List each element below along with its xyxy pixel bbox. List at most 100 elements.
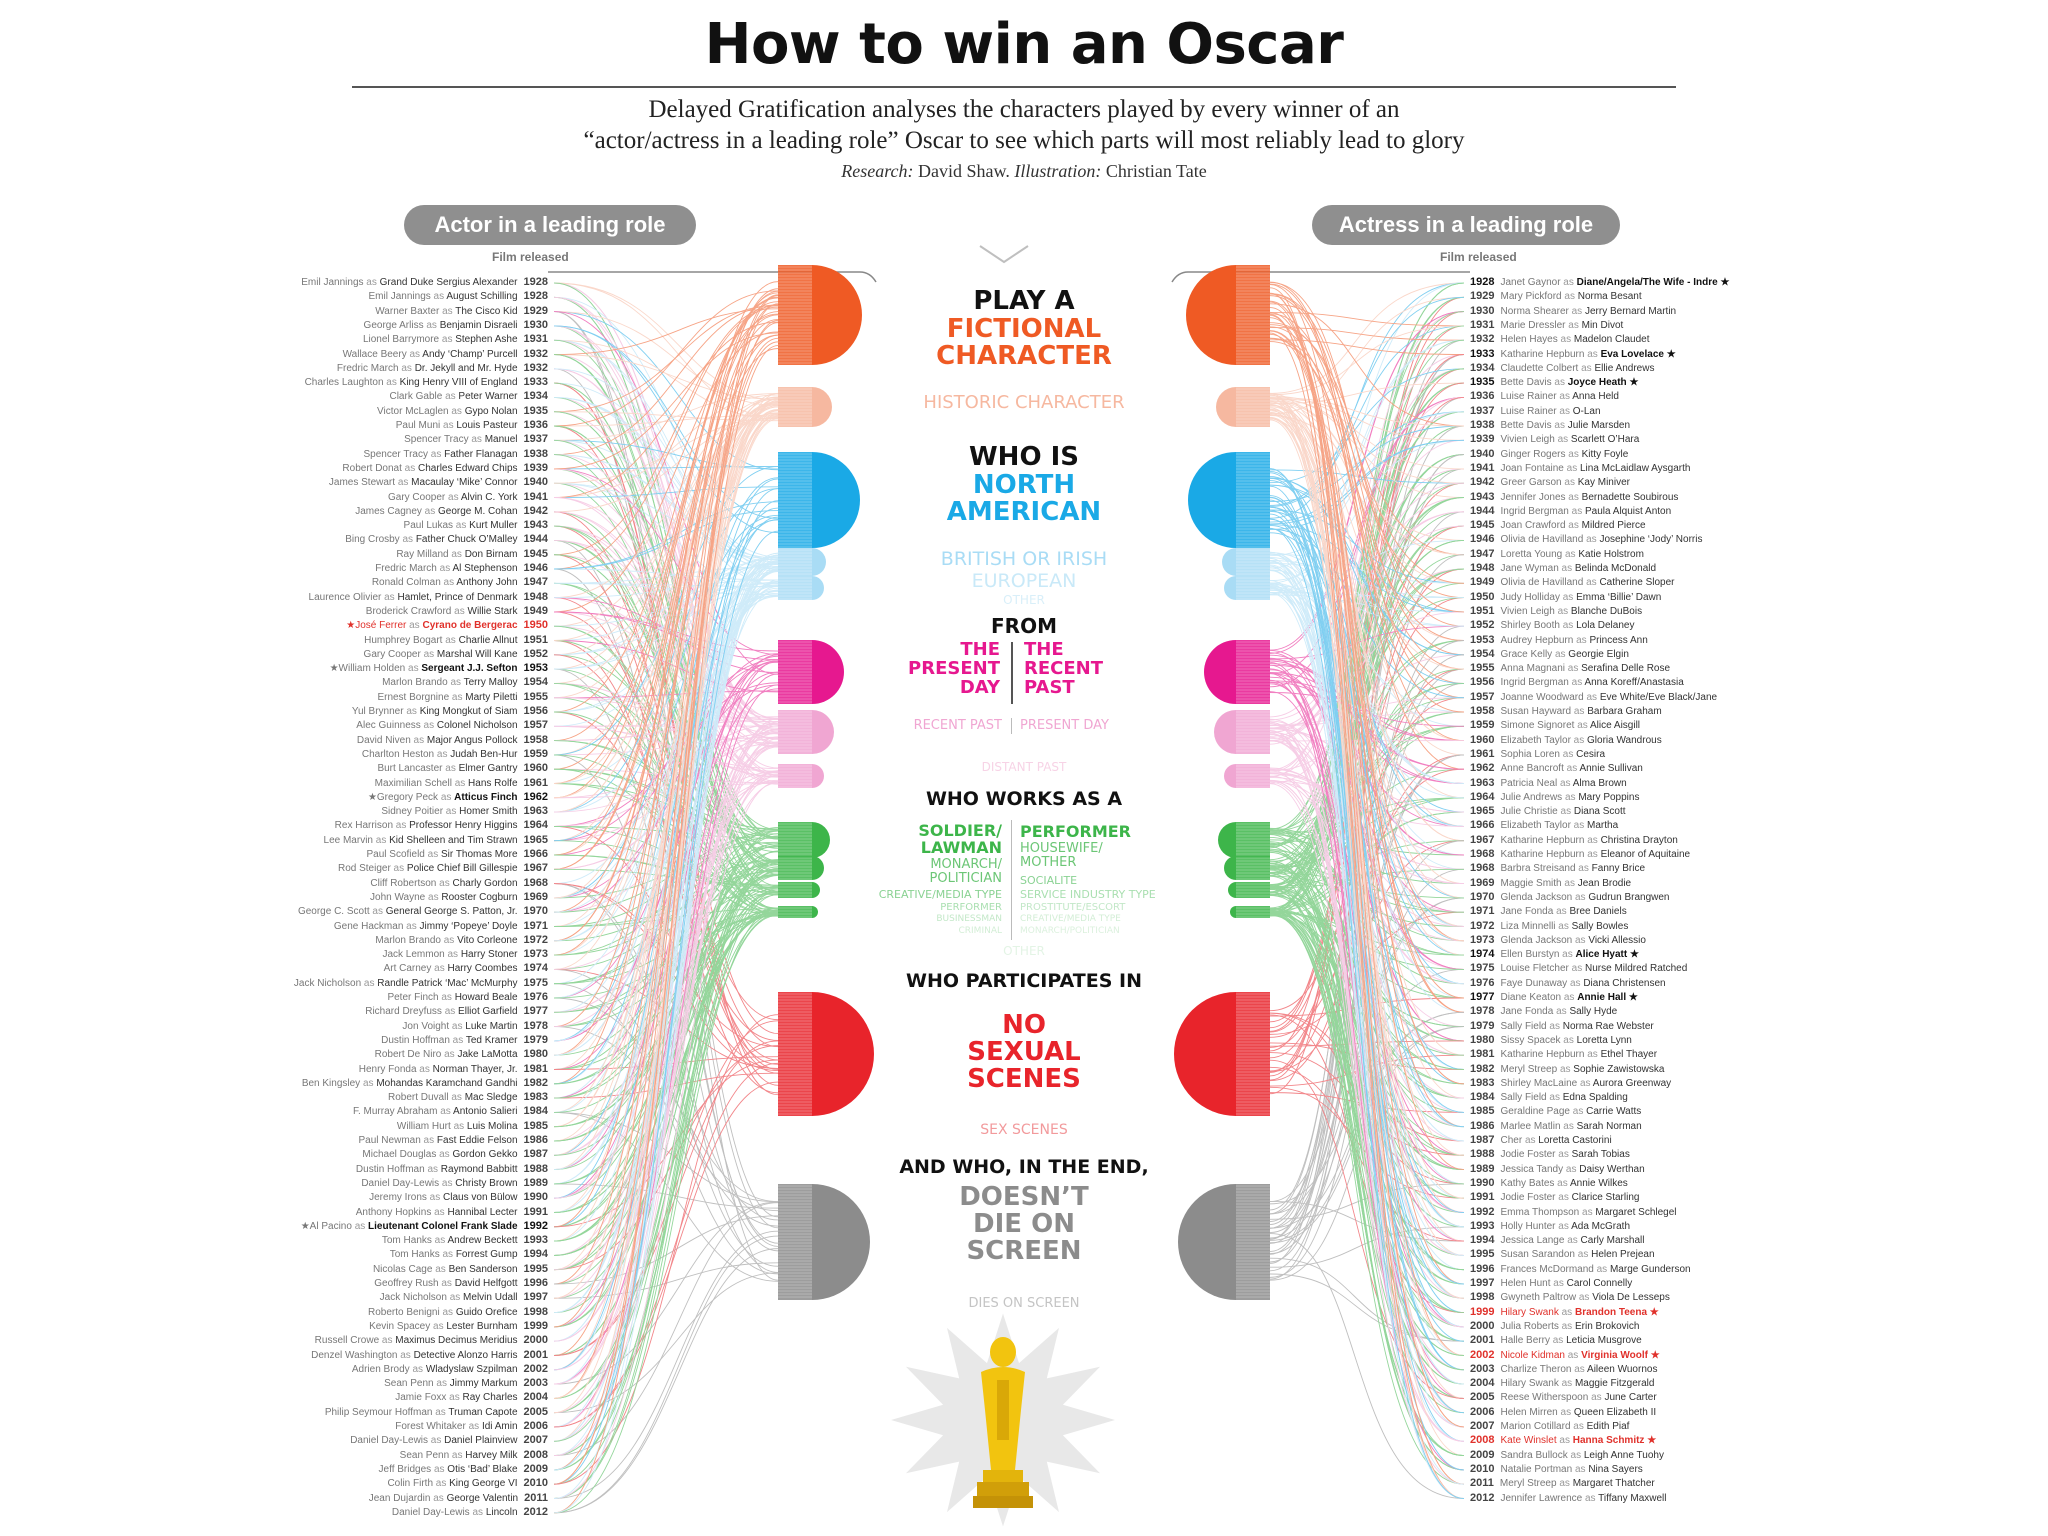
actress-name: Katharine Hepburn: [1500, 348, 1585, 360]
flow-line: [1269, 553, 1465, 1228]
actress-as: as: [1556, 391, 1573, 403]
actress-year: 2006: [1470, 1405, 1495, 1418]
actress-year: 1984: [1470, 1091, 1495, 1104]
actress-role: Paula Alquist Anton: [1584, 505, 1672, 517]
actor-name: Spencer Tracy: [363, 448, 428, 460]
actor-year: 2011: [524, 1491, 548, 1504]
actress-row: 1982 Meryl Streep as Sophie Zawistowska: [1470, 1063, 1664, 1076]
actress-row: 1930 Norma Shearer as Jerry Bernard Marti…: [1470, 305, 1676, 318]
flow-line: [553, 589, 779, 1314]
actor-role: Cyrano de Bergerac: [422, 620, 518, 632]
actor-row: Ernest Borgnine as Marty Piletti 1955: [377, 691, 548, 704]
flow-line: [553, 514, 779, 842]
actor-as: as: [436, 1149, 453, 1161]
actor-name: Daniel Day-Lewis: [361, 1177, 440, 1189]
historic-label: HISTORIC CHARACTER: [923, 392, 1125, 413]
actor-as: as: [397, 1349, 414, 1361]
actress-row: 1966 Elizabeth Taylor as Martha: [1470, 819, 1618, 832]
actor-row: Philip Seymour Hoffman as Truman Capote 2…: [325, 1406, 548, 1419]
flow-line: [553, 311, 779, 471]
actor-year: 1992: [523, 1219, 548, 1232]
flow-line: [1269, 281, 1465, 742]
actor-year: 1957: [523, 719, 548, 732]
performer-label: PERFORMER: [1020, 822, 1131, 841]
actress-hub-doesnt-die: [1236, 1184, 1270, 1300]
distant-past-label: DISTANT PAST: [981, 760, 1067, 774]
actor-hub-soldier: [778, 822, 812, 858]
actor-row: Warner Baxter as The Cisco Kid 1929: [375, 305, 548, 318]
flow-line: [1269, 395, 1465, 470]
actress-row: 1985 Geraldine Page as Carrie Watts: [1470, 1105, 1641, 1118]
actor-year: 2004: [523, 1391, 548, 1404]
actor-role: The Cisco Kid: [455, 305, 518, 317]
flow-line: [1269, 313, 1465, 670]
actor-year: 1963: [523, 805, 548, 818]
flow-line: [553, 723, 779, 827]
present-day-line-1: THE: [960, 639, 1000, 660]
flow-line: [553, 392, 779, 927]
actress-name: Ellen Burstyn: [1500, 949, 1560, 961]
actor-row: Emil Jannings as Grand Duke Sergius Alex…: [301, 276, 548, 289]
actress-year: 1976: [1470, 976, 1495, 989]
flow-line: [553, 296, 779, 784]
actress-as: as: [1558, 563, 1575, 574]
actress-year: 1947: [1470, 547, 1495, 560]
flow-line: [1269, 510, 1465, 827]
flow-line: [1269, 325, 1465, 396]
actress-row: 2007 Marion Cotillard as Edith Piaf: [1470, 1420, 1629, 1433]
actor-year: 1979: [523, 1033, 548, 1046]
actress-name: Faye Dunaway: [1500, 977, 1568, 989]
actress-year: 1954: [1470, 647, 1495, 660]
actress-as: as: [1558, 1378, 1575, 1390]
actor-name: Ronald Colman: [371, 577, 441, 589]
prostitute-label: PROSTITUTE/ESCORT: [1020, 902, 1126, 913]
actor-year: 1996: [523, 1277, 548, 1289]
actor-row: Adrien Brody as Wladyslaw Szpilman 2002: [352, 1363, 548, 1376]
actress-role: Carrie Watts: [1586, 1106, 1642, 1118]
actor-as: as: [446, 1292, 464, 1304]
actress-as: as: [1568, 305, 1585, 317]
actor-name: Gary Cooper: [363, 648, 421, 660]
flow-line: [1269, 330, 1465, 942]
actress-as: as: [1584, 849, 1601, 860]
actress-role: Sarah Tobias: [1571, 1149, 1630, 1161]
actress-year: 1995: [1470, 1248, 1495, 1261]
actor-year: 1939: [523, 461, 548, 474]
flow-line: [553, 500, 779, 1485]
actor-year: 1935: [523, 404, 548, 417]
actress-name: Katharine Hepburn: [1500, 834, 1585, 846]
no-sexual-label-2: SEXUAL: [967, 1037, 1081, 1067]
flow-line: [1269, 382, 1465, 405]
flow-line: [553, 556, 779, 713]
actress-year: 1991: [1470, 1191, 1495, 1204]
actor-as: as: [445, 491, 461, 503]
actress-year: 2011: [1470, 1477, 1494, 1490]
actress-row: 1980 Sissy Spacek as Loretta Lynn: [1470, 1034, 1632, 1047]
doesnt-die-label-3: SCREEN: [966, 1236, 1082, 1266]
actor-as: as: [440, 420, 457, 431]
actor-row: Maximilian Schell as Hans Rolfe 1961: [375, 777, 548, 790]
flow-line: [1269, 397, 1465, 1499]
actor-name: Jeff Bridges: [378, 1463, 432, 1475]
actor-name: Russell Crowe: [314, 1335, 380, 1347]
actress-name: Natalie Portman: [1500, 1463, 1573, 1475]
flow-line: [1269, 1226, 1465, 1268]
actress-name: Jodie Foster: [1500, 1149, 1556, 1161]
actress-role: Virginia Woolf ★: [1581, 1349, 1660, 1361]
flow-line: [553, 850, 779, 1442]
actor-row: Charlton Heston as Judah Ben-Hur 1959: [362, 748, 548, 761]
actor-hub-cap-no-sex: [812, 992, 874, 1116]
actor-as: as: [351, 1220, 369, 1232]
actress-role: Gloria Wandrous: [1587, 734, 1662, 746]
actress-year: 1938: [1470, 419, 1495, 431]
actor-row: Henry Fonda as Norman Thayer, Jr. 1981: [359, 1063, 548, 1076]
actress-name: Hilary Swank: [1500, 1378, 1559, 1390]
actress-as: as: [1579, 1206, 1596, 1218]
actress-as: as: [1560, 277, 1577, 288]
credits: Research: David Shaw. Illustration: Chri…: [0, 161, 2048, 182]
actress-as: as: [1572, 891, 1589, 903]
actress-as: as: [1546, 1020, 1563, 1032]
flow-line: [553, 305, 779, 556]
actress-row: 1953 Audrey Hepburn as Princess Ann: [1470, 634, 1648, 647]
actress-as: as: [1563, 462, 1580, 474]
